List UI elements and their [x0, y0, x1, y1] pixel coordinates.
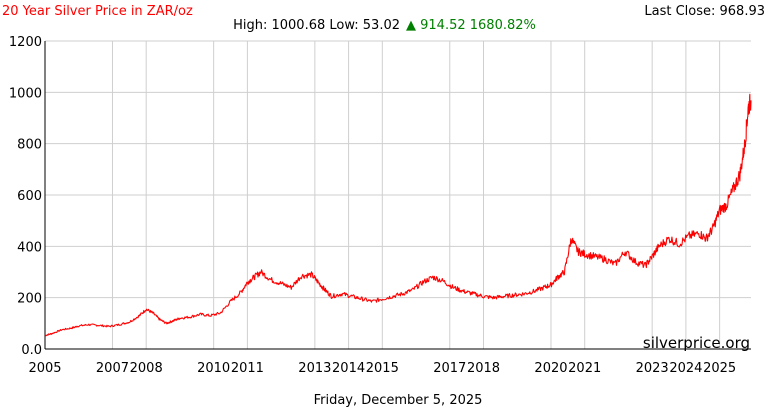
chart-title: 20 Year Silver Price in ZAR/oz: [2, 4, 193, 19]
x-tick-label: 2024: [669, 361, 702, 376]
x-tick-label: 2023: [636, 361, 669, 376]
date-label: Friday, December 5, 2025: [314, 393, 483, 408]
grid: [44, 40, 751, 350]
x-tick-label: 2005: [28, 361, 61, 376]
series-layer: [44, 93, 752, 337]
change-label: ▲ 914.52 1680.82%: [406, 18, 536, 33]
x-tick-label: 2021: [568, 361, 601, 376]
x-tick-label: 2025: [703, 361, 736, 376]
high-low-label: High: 1000.68 Low: 53.02: [233, 18, 400, 33]
y-tick-label: 800: [17, 138, 42, 153]
x-tick-label: 2020: [534, 361, 567, 376]
x-tick-label: 2010: [197, 361, 230, 376]
y-tick-label: 1000: [9, 86, 42, 101]
x-tick-label: 2008: [130, 361, 163, 376]
y-tick-label: 400: [17, 240, 42, 255]
x-tick-label: 2011: [231, 361, 264, 376]
y-tick-label: 1200: [9, 35, 42, 50]
x-tick-label: 2018: [467, 361, 500, 376]
y-tick-label: 200: [17, 292, 42, 307]
last-close-label: Last Close: 968.93: [644, 4, 765, 19]
watermark-text: silverprice.org: [643, 334, 750, 352]
x-tick-label: 2013: [298, 361, 331, 376]
x-tick-label: 2017: [433, 361, 466, 376]
x-tick-label: 2015: [366, 361, 399, 376]
y-tick-label: 0.0: [21, 343, 42, 358]
price-line: [44, 93, 752, 337]
y-tick-label: 600: [17, 189, 42, 204]
x-tick-label: 2014: [332, 361, 365, 376]
x-tick-label: 2007: [96, 361, 129, 376]
